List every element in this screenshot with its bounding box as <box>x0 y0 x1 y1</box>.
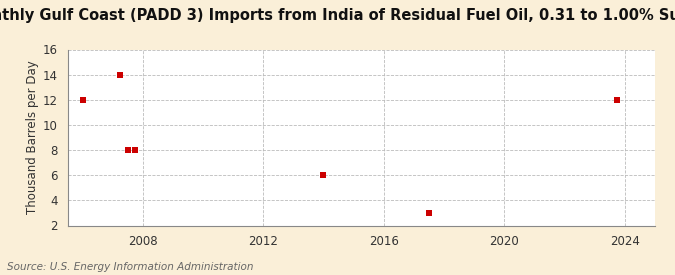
Text: Monthly Gulf Coast (PADD 3) Imports from India of Residual Fuel Oil, 0.31 to 1.0: Monthly Gulf Coast (PADD 3) Imports from… <box>0 8 675 23</box>
Point <box>115 72 126 77</box>
Point <box>130 148 140 152</box>
Text: Source: U.S. Energy Information Administration: Source: U.S. Energy Information Administ… <box>7 262 253 272</box>
Point <box>77 98 88 102</box>
Point <box>612 98 622 102</box>
Point <box>122 148 133 152</box>
Point <box>423 211 434 215</box>
Y-axis label: Thousand Barrels per Day: Thousand Barrels per Day <box>26 60 38 215</box>
Point <box>318 173 329 177</box>
